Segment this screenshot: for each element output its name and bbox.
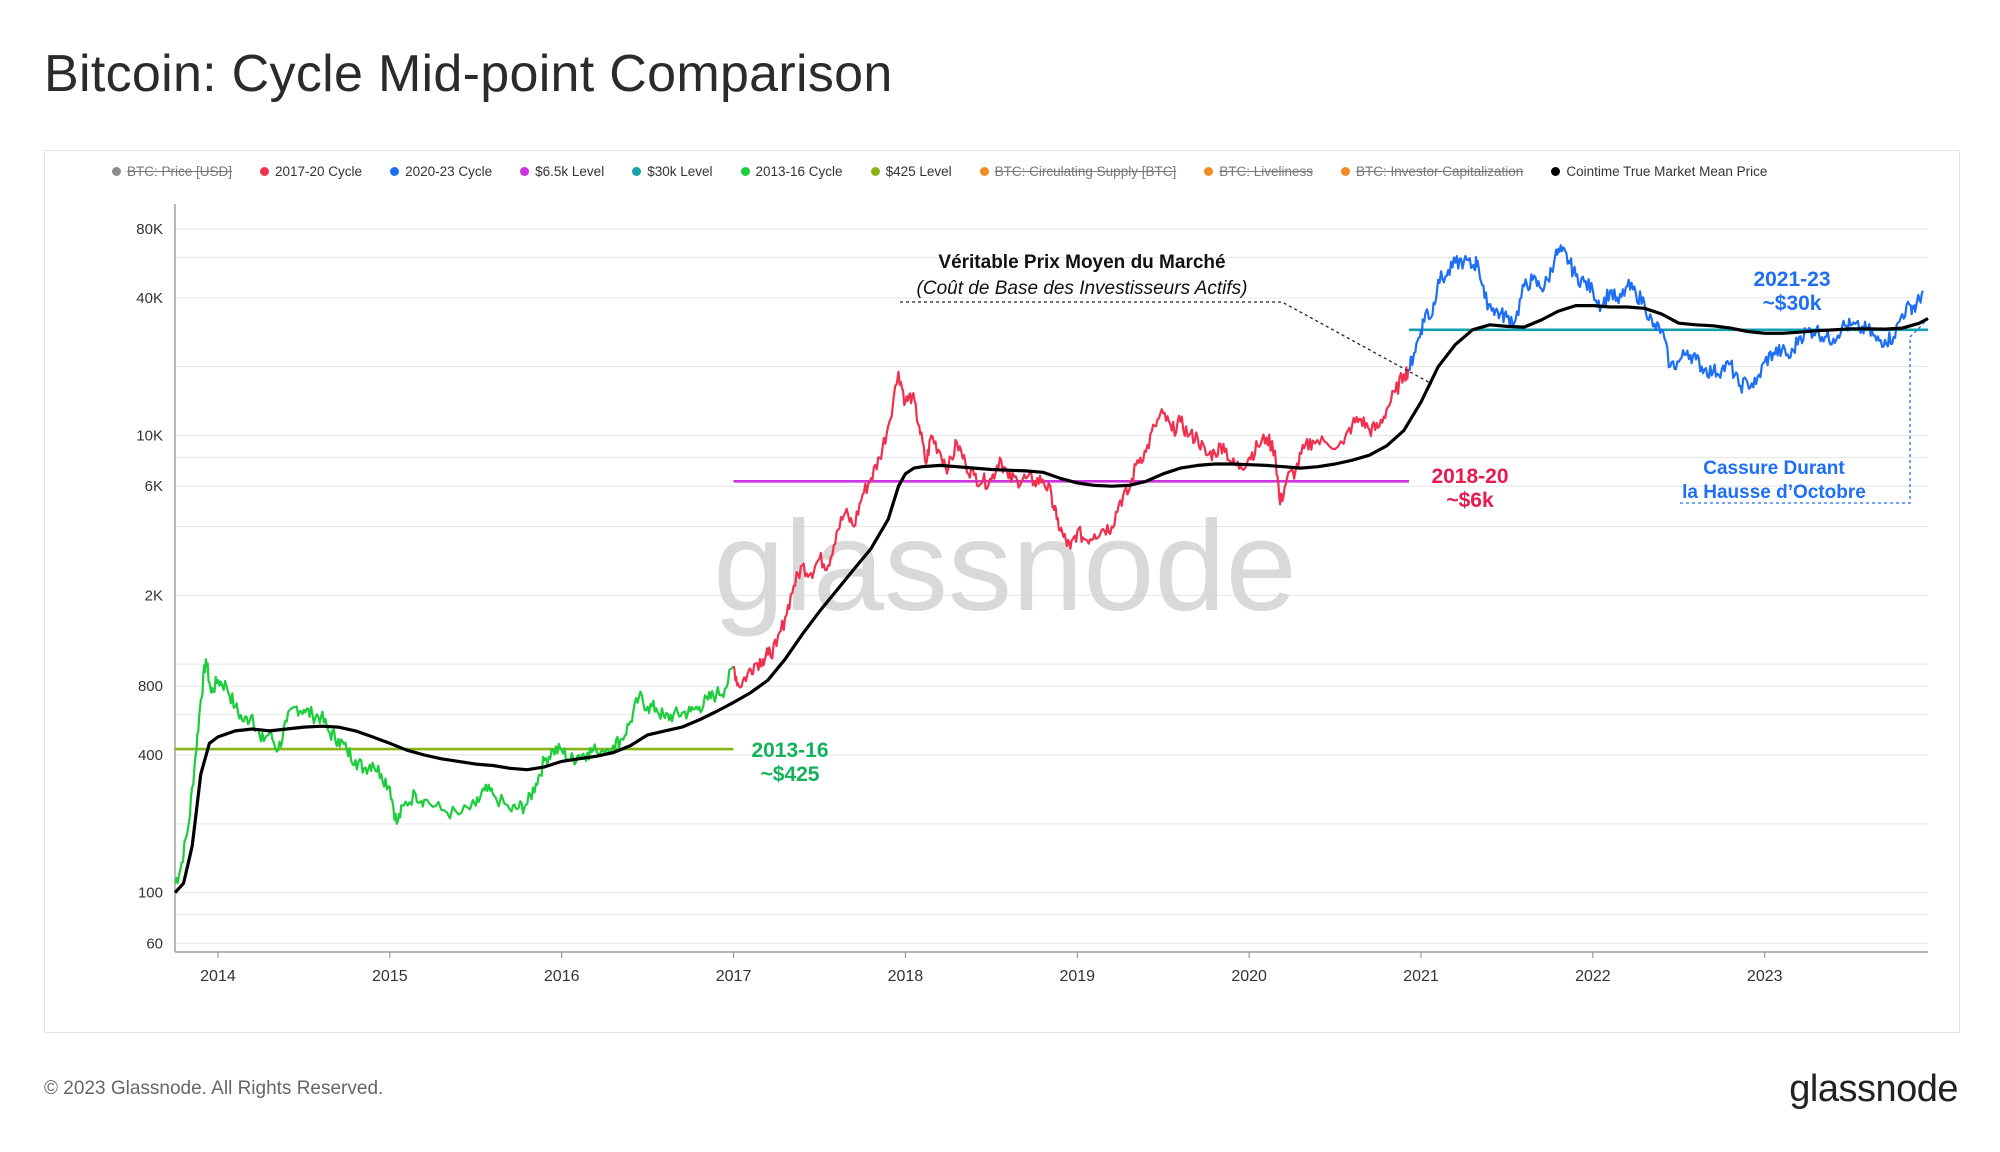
annotation-market-mean-subtitle: (Coût de Base des Investisseurs Actifs) bbox=[917, 278, 1248, 299]
series-line-2 bbox=[1408, 244, 1924, 394]
legend-dot-icon bbox=[260, 166, 270, 176]
legend-label: $6.5k Level bbox=[535, 163, 605, 179]
legend-dot-icon bbox=[740, 166, 750, 176]
x-tick-label: 2023 bbox=[1747, 968, 1783, 985]
legend-item-4[interactable]: $30k Level bbox=[632, 163, 713, 179]
legend-dot-icon bbox=[520, 166, 530, 176]
chart-frame bbox=[44, 150, 1960, 1033]
legend-label: BTC: Circulating Supply [BTC] bbox=[994, 163, 1177, 179]
legend-item-7[interactable]: BTC: Circulating Supply [BTC] bbox=[979, 163, 1177, 179]
series-line-1 bbox=[732, 366, 1410, 689]
y-tick-label: 40K bbox=[136, 290, 163, 307]
annotation-2021-23-line1: 2021-23 bbox=[1753, 268, 1830, 291]
y-tick-label: 800 bbox=[138, 678, 163, 695]
x-tick-label: 2016 bbox=[544, 968, 580, 985]
legend-dot-icon bbox=[1204, 166, 1214, 176]
annotation-2013-16-line2: ~$425 bbox=[761, 763, 820, 786]
annotation-2013-16-line1: 2013-16 bbox=[751, 739, 828, 762]
legend-item-9[interactable]: BTC: Investor Capitalization bbox=[1341, 164, 1523, 179]
x-tick-label: 2021 bbox=[1403, 968, 1439, 985]
x-tick-label: 2020 bbox=[1231, 968, 1267, 985]
legend-label: BTC: Liveliness bbox=[1219, 163, 1313, 179]
page-title: Bitcoin: Cycle Mid-point Comparison bbox=[44, 45, 893, 103]
series-line-3 bbox=[173, 304, 1929, 894]
legend-item-8[interactable]: BTC: Liveliness bbox=[1204, 164, 1313, 179]
annotation-breakout-line2: la Hausse d’Octobre bbox=[1682, 482, 1866, 503]
axis-layer: 80K 40K 10K 6K 2K 800 400 100 60 2014 2015 2016 2017… bbox=[136, 204, 1928, 985]
legend-item-5[interactable]: 2013-16 Cycle bbox=[740, 163, 843, 179]
chart-legend: BTC: Price [USD] 2017-20 Cycle 2020-23 Cyc… bbox=[112, 160, 1912, 182]
x-tick-label: 2018 bbox=[888, 968, 924, 985]
legend-item-2[interactable]: 2020-23 Cycle bbox=[390, 164, 492, 179]
legend-dot-icon bbox=[1551, 166, 1561, 176]
grid-layer bbox=[175, 228, 1928, 944]
watermark: glassnode bbox=[713, 495, 1297, 638]
legend-item-1[interactable]: 2017-20 Cycle bbox=[260, 164, 362, 179]
legend-label: Cointime True Market Mean Price bbox=[1566, 163, 1768, 179]
series-layer bbox=[173, 244, 1929, 894]
legend-label: 2020-23 Cycle bbox=[405, 163, 493, 179]
legend-item-10[interactable]: Cointime True Market Mean Price bbox=[1551, 164, 1767, 179]
legend-item-6[interactable]: $425 Level bbox=[870, 163, 952, 179]
legend-item-0[interactable]: BTC: Price [USD] bbox=[112, 164, 232, 179]
annotation-market-mean-title: Véritable Prix Moyen du Marché bbox=[938, 252, 1225, 273]
annotation-2021-23-line2: ~$30k bbox=[1763, 292, 1822, 315]
annotation-breakout-leader bbox=[1680, 321, 1926, 504]
annotation-layer: Véritable Prix Moyen du Marché (Coût de … bbox=[751, 252, 1926, 786]
legend-label: 2013-16 Cycle bbox=[755, 163, 843, 179]
legend-label: $425 Level bbox=[885, 163, 952, 179]
y-tick-label: 6K bbox=[145, 478, 163, 495]
glassnode-logo: glassnode bbox=[1789, 1068, 1958, 1110]
y-tick-label: 60 bbox=[146, 935, 163, 952]
legend-dot-icon bbox=[1341, 166, 1350, 176]
annotation-breakout-line1: Cassure Durant bbox=[1703, 458, 1845, 479]
copyright-text: © 2023 Glassnode. All Rights Reserved. bbox=[44, 1078, 384, 1099]
annotation-2018-20-line2: ~$6k bbox=[1446, 489, 1494, 512]
y-tick-label: 2K bbox=[145, 587, 163, 604]
x-tick-label: 2022 bbox=[1575, 968, 1611, 985]
legend-label: $30k Level bbox=[647, 163, 713, 179]
legend-dot-icon bbox=[112, 166, 121, 176]
y-tick-label: 400 bbox=[138, 747, 163, 764]
legend-label: BTC: Investor Capitalization bbox=[1356, 163, 1524, 179]
y-tick-label: 10K bbox=[136, 427, 163, 444]
x-tick-label: 2014 bbox=[200, 968, 236, 985]
legend-label: BTC: Price [USD] bbox=[127, 163, 233, 179]
legend-item-3[interactable]: $6.5k Level bbox=[520, 164, 604, 179]
legend-dot-icon bbox=[390, 166, 400, 176]
legend-dot-icon bbox=[632, 166, 642, 176]
series-line-0 bbox=[173, 658, 735, 885]
annotation-2018-20-line1: 2018-20 bbox=[1431, 465, 1508, 488]
legend-label: 2017-20 Cycle bbox=[275, 163, 363, 179]
legend-dot-icon bbox=[870, 166, 880, 176]
x-tick-label: 2015 bbox=[372, 968, 408, 985]
y-tick-label: 100 bbox=[138, 885, 163, 902]
annotation-market-mean-leader bbox=[900, 301, 1433, 385]
y-tick-label: 80K bbox=[136, 221, 163, 238]
legend-dot-icon bbox=[979, 166, 989, 176]
x-tick-label: 2019 bbox=[1059, 968, 1095, 985]
x-tick-label: 2017 bbox=[716, 968, 752, 985]
